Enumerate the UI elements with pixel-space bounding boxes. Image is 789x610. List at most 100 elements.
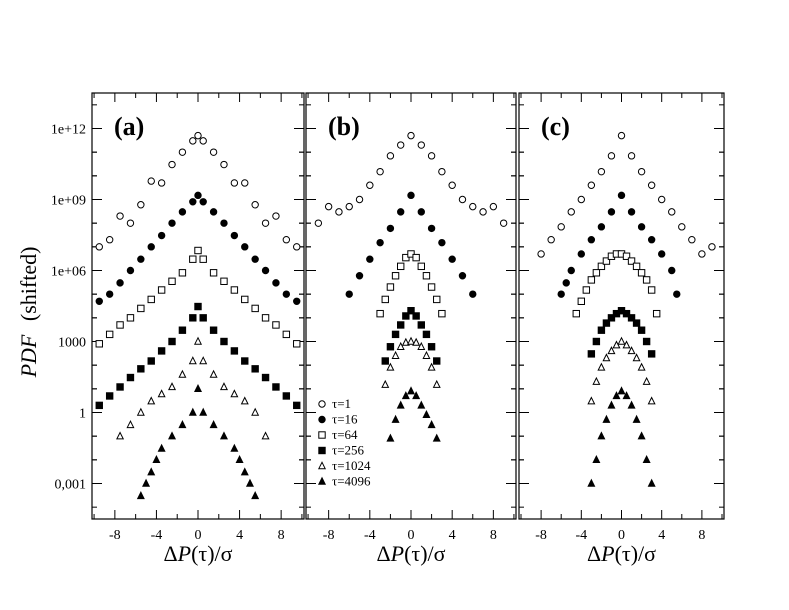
data-point [432,379,441,388]
data-point [116,383,124,391]
data-point [582,286,591,294]
data-point [396,400,405,409]
data-point [637,326,646,334]
data-point [241,295,249,304]
data-point [293,243,301,251]
data-point [188,407,197,416]
x-axis-label: ΔP(τ)/σ [163,541,232,566]
data-point [126,314,135,322]
y-tick-label: 1e+09 [51,194,86,209]
legend-label: τ=1 [332,396,351,411]
data-point [602,319,611,327]
data-point [407,307,415,315]
data-point [537,250,545,258]
data-point [386,433,395,442]
data-point [438,309,446,318]
data-point [209,326,218,334]
data-point [355,272,364,280]
data-point [422,330,431,339]
x-tick-label: -4 [575,528,587,543]
x-tick-label: 8 [698,528,705,543]
data-point [577,250,586,258]
data-point [622,340,631,349]
data-point [647,350,656,358]
x-axis-label: ΔP(τ)/σ [587,541,656,566]
data-point [427,420,436,429]
data-point [652,309,661,318]
data-point [194,246,202,255]
data-point [647,286,656,294]
data-point [637,431,646,440]
series-filled-circle [95,191,301,305]
data-point [422,409,431,418]
series-filled-circle [557,191,681,298]
data-point [627,400,636,409]
data-point [597,431,606,440]
data-point [157,389,166,398]
data-point [251,407,260,416]
data-point [137,255,145,263]
series-open-triangle [587,336,656,405]
data-point [355,195,364,204]
data-point [432,433,441,442]
data-point [632,319,641,327]
series-filled-circle [345,191,477,298]
data-point [381,357,389,365]
data-point [147,295,155,304]
data-point [617,336,626,345]
data-point [627,152,636,160]
data-point [427,283,436,291]
data-point [458,272,467,280]
data-point [189,137,197,145]
series-open-triangle [381,336,441,388]
data-point [116,212,124,220]
data-point [209,269,218,277]
y-tick-label: 1e+12 [51,123,86,138]
data-point [422,272,431,280]
data-point [376,238,384,247]
data-point [417,208,425,216]
data-point [220,219,228,227]
data-point [406,386,416,395]
panel-label: (b) [328,112,360,141]
data-point [219,431,228,440]
data-point [642,455,651,464]
data-point [168,337,176,346]
data-point [105,290,114,298]
data-point [417,141,425,149]
legend-label: τ=4096 [332,474,371,489]
data-point [402,312,410,320]
data-point [209,148,218,156]
data-point [241,243,249,251]
data-point [479,208,487,216]
data-point [261,219,270,227]
data-point [230,347,239,355]
series-open-circle [537,131,716,258]
data-point [592,337,601,346]
legend-marker [317,476,327,485]
data-point [335,208,343,216]
panel-c: -8 -4 0 4 8 (c) ΔP(τ)/σ [518,92,725,566]
data-point [642,337,651,346]
data-point [489,202,498,211]
y-tick-label: 1000 [58,336,86,351]
data-point [193,384,203,393]
data-point [597,362,606,371]
data-point [597,326,606,334]
data-point [230,231,239,240]
data-point [199,407,208,416]
data-point [282,392,291,400]
data-point [157,179,166,187]
data-point [251,304,259,313]
data-point [147,357,155,365]
data-point [282,236,291,244]
data-point [137,365,145,373]
data-point [397,208,405,216]
data-point [105,236,114,244]
data-point [433,357,441,365]
panel-label: (c) [541,112,570,141]
data-point [592,455,601,464]
data-point [147,467,156,476]
data-point [448,255,456,263]
data-point [178,208,187,216]
